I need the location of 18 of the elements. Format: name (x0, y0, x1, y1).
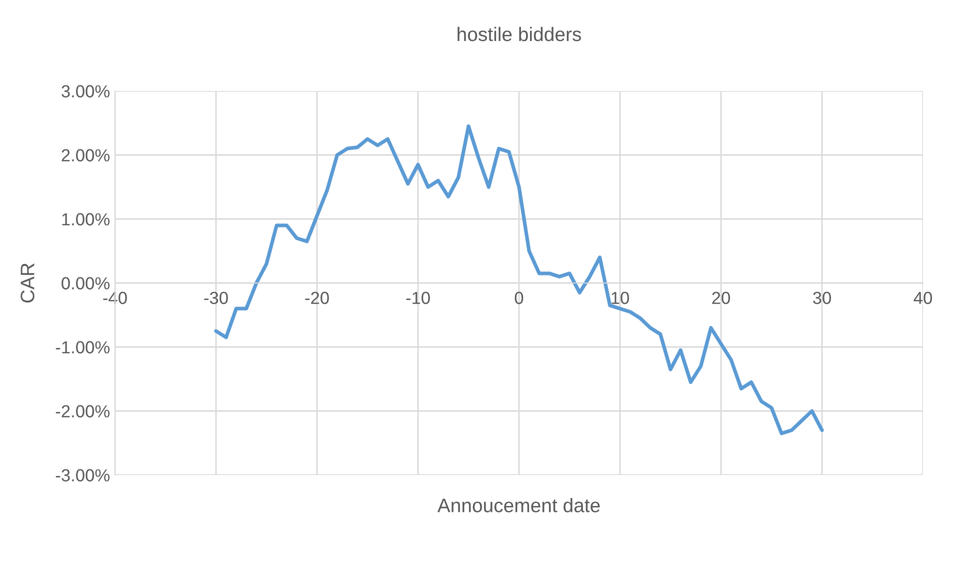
x-axis-title: Annoucement date (437, 498, 600, 512)
y-tick-label: -2.00% (56, 405, 110, 418)
y-tick-label: -3.00% (56, 469, 110, 482)
x-tick-label: 0 (514, 292, 524, 304)
x-tick-label: 10 (612, 292, 629, 304)
x-tick-label: 30 (813, 292, 831, 304)
x-tick-label: -20 (305, 292, 329, 304)
y-tick-label: 2.00% (62, 149, 110, 162)
x-tick-label: 40 (914, 292, 932, 304)
x-tick-label: -30 (204, 292, 228, 304)
y-tick-label: 1.00% (62, 213, 110, 226)
y-axis-title: CAR (20, 263, 34, 303)
y-tick-label: -1.00% (56, 341, 110, 354)
x-tick-label: 20 (712, 292, 730, 304)
y-tick-label: 0.00% (62, 277, 110, 290)
chart-title: hostile bidders (458, 26, 581, 42)
x-tick-label: -10 (406, 292, 430, 304)
y-tick-label: 3.00% (62, 85, 110, 98)
